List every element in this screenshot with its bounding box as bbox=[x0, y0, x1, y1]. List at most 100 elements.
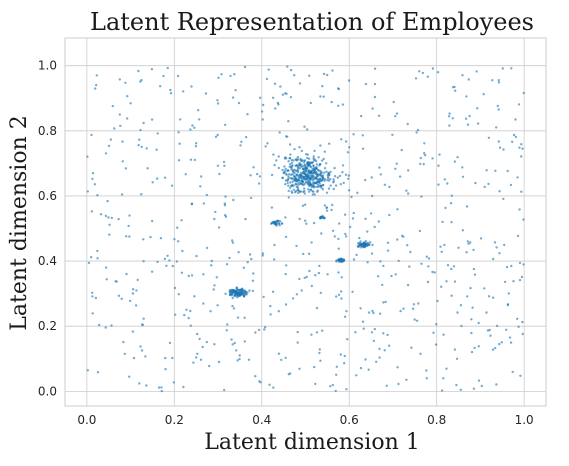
scatter-point bbox=[509, 341, 513, 344]
scatter-point bbox=[244, 135, 248, 139]
scatter-point bbox=[223, 164, 226, 167]
scatter-point bbox=[307, 252, 311, 255]
scatter-point bbox=[232, 198, 235, 202]
cluster-point bbox=[341, 171, 344, 174]
scatter-point bbox=[461, 229, 465, 232]
scatter-point bbox=[352, 258, 356, 261]
scatter-point bbox=[108, 223, 111, 226]
cluster-point bbox=[314, 170, 318, 174]
scatter-point bbox=[139, 128, 142, 132]
cluster-point bbox=[293, 148, 296, 151]
cluster-point bbox=[287, 196, 290, 199]
scatter-point bbox=[95, 83, 98, 87]
scatter-point bbox=[406, 122, 409, 126]
scatter-point bbox=[129, 102, 132, 105]
scatter-point bbox=[472, 267, 476, 271]
scatter-point bbox=[244, 217, 247, 221]
scatter-point bbox=[514, 118, 517, 121]
scatter-point bbox=[250, 257, 253, 261]
scatter-point bbox=[483, 287, 486, 290]
scatter-point bbox=[517, 325, 520, 328]
scatter-point bbox=[359, 307, 362, 310]
scatter-point bbox=[450, 221, 453, 224]
scatter-point bbox=[382, 332, 385, 335]
scatter-point bbox=[293, 74, 296, 77]
scatter-point bbox=[396, 366, 399, 369]
scatter-point bbox=[505, 328, 508, 331]
scatter-point bbox=[522, 218, 525, 221]
cluster-point bbox=[294, 183, 297, 186]
scatter-point bbox=[237, 251, 240, 254]
scatter-point bbox=[522, 263, 525, 266]
scatter-point bbox=[425, 255, 428, 258]
cluster-point bbox=[321, 175, 324, 178]
scatter-point bbox=[411, 307, 415, 310]
scatter-point bbox=[140, 323, 144, 326]
scatter-point bbox=[216, 164, 220, 167]
scatter-point bbox=[124, 167, 128, 170]
scatter-point bbox=[195, 142, 198, 145]
scatter-point bbox=[164, 356, 167, 360]
scatter-point bbox=[446, 182, 449, 185]
cluster-point bbox=[296, 171, 300, 174]
scatter-point bbox=[381, 283, 384, 287]
cluster-point bbox=[335, 260, 338, 263]
cluster-point bbox=[360, 246, 363, 249]
cluster-point bbox=[303, 159, 307, 162]
cluster-point bbox=[298, 167, 301, 170]
scatter-point bbox=[144, 355, 147, 358]
y-axis-label: Latent dimension 2 bbox=[7, 115, 32, 331]
scatter-point bbox=[194, 145, 198, 148]
cluster-point bbox=[291, 173, 294, 176]
scatter-point bbox=[157, 386, 161, 389]
scatter-point bbox=[378, 166, 381, 169]
scatter-point bbox=[104, 266, 108, 269]
scatter-point bbox=[108, 233, 111, 236]
scatter-point bbox=[236, 316, 240, 319]
cluster-point bbox=[325, 170, 328, 173]
scatter-point bbox=[460, 324, 463, 328]
cluster-point bbox=[286, 169, 289, 172]
cluster-point bbox=[315, 181, 318, 185]
scatter-point bbox=[150, 270, 154, 273]
scatter-point bbox=[106, 199, 109, 203]
scatter-point bbox=[229, 74, 232, 78]
scatter-point bbox=[224, 123, 227, 127]
scatter-point bbox=[171, 356, 174, 360]
scatter-point bbox=[263, 326, 267, 329]
scatter-point bbox=[497, 81, 501, 84]
cluster-point bbox=[293, 178, 296, 182]
scatter-point bbox=[414, 77, 418, 80]
cluster-point bbox=[275, 159, 278, 162]
scatter-point bbox=[469, 286, 472, 290]
scatter-point bbox=[386, 241, 390, 244]
scatter-point bbox=[166, 66, 169, 70]
cluster-point bbox=[321, 188, 325, 191]
scatter-point bbox=[259, 381, 262, 384]
scatter-point bbox=[231, 304, 234, 308]
scatter-point bbox=[439, 245, 442, 248]
scatter-point bbox=[319, 291, 322, 295]
scatter-point bbox=[196, 332, 199, 336]
scatter-point bbox=[521, 332, 524, 336]
scatter-point bbox=[110, 324, 113, 327]
scatter-point bbox=[105, 278, 108, 281]
scatter-point bbox=[521, 147, 524, 150]
scatter-point bbox=[373, 95, 377, 99]
scatter-point bbox=[287, 120, 290, 123]
cluster-point bbox=[273, 222, 277, 226]
cluster-point bbox=[356, 245, 359, 248]
scatter-point bbox=[377, 114, 381, 118]
scatter-point bbox=[453, 85, 456, 89]
scatter-point bbox=[502, 197, 505, 201]
scatter-point bbox=[213, 343, 216, 346]
cluster-point bbox=[361, 242, 365, 246]
cluster-point bbox=[332, 187, 335, 191]
scatter-point bbox=[335, 365, 338, 368]
cluster-point bbox=[302, 190, 305, 194]
cluster-point bbox=[312, 164, 315, 167]
scatter-point bbox=[497, 140, 500, 143]
cluster-point bbox=[329, 170, 332, 174]
cluster-point bbox=[281, 176, 284, 180]
scatter-point bbox=[336, 176, 340, 179]
